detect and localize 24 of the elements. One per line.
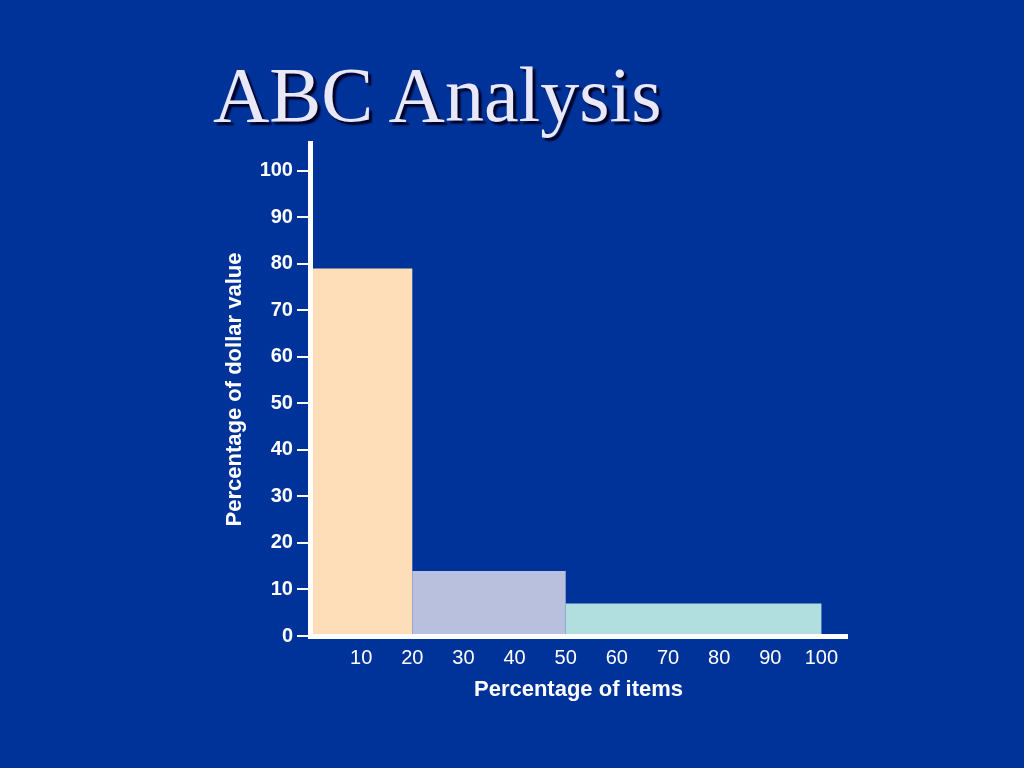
y-tick-label: 10: [270, 577, 293, 600]
x-tick-label: 30: [452, 645, 475, 668]
x-axis-title: Percentage of items: [473, 675, 684, 701]
y-tick-label: 0: [281, 623, 293, 646]
x-tick-label: 80: [708, 645, 731, 668]
x-tick-label: 100: [804, 645, 839, 668]
y-tick-label: 70: [270, 297, 293, 320]
x-tick-label: 20: [401, 645, 424, 668]
chart-title: ABC Analysis: [213, 51, 662, 138]
y-tick-label: 80: [270, 251, 293, 274]
y-tick-label: 50: [270, 390, 293, 413]
y-tick-label: 90: [270, 204, 293, 227]
x-tick-label: 90: [759, 645, 782, 668]
x-tick-label: 60: [605, 645, 628, 668]
x-tick-label: 50: [554, 645, 577, 668]
y-axis-title: Percentage of dollar value: [221, 252, 247, 527]
y-tick-label: 100: [259, 158, 293, 181]
x-tick-label: 10: [350, 645, 373, 668]
y-tick-label: 60: [270, 344, 293, 367]
y-tick-label: 20: [270, 530, 293, 553]
y-tick-label: 30: [270, 483, 293, 506]
y-tick-label: 40: [270, 437, 293, 460]
x-tick-label: 40: [503, 645, 526, 668]
x-tick-label: 70: [656, 645, 680, 668]
